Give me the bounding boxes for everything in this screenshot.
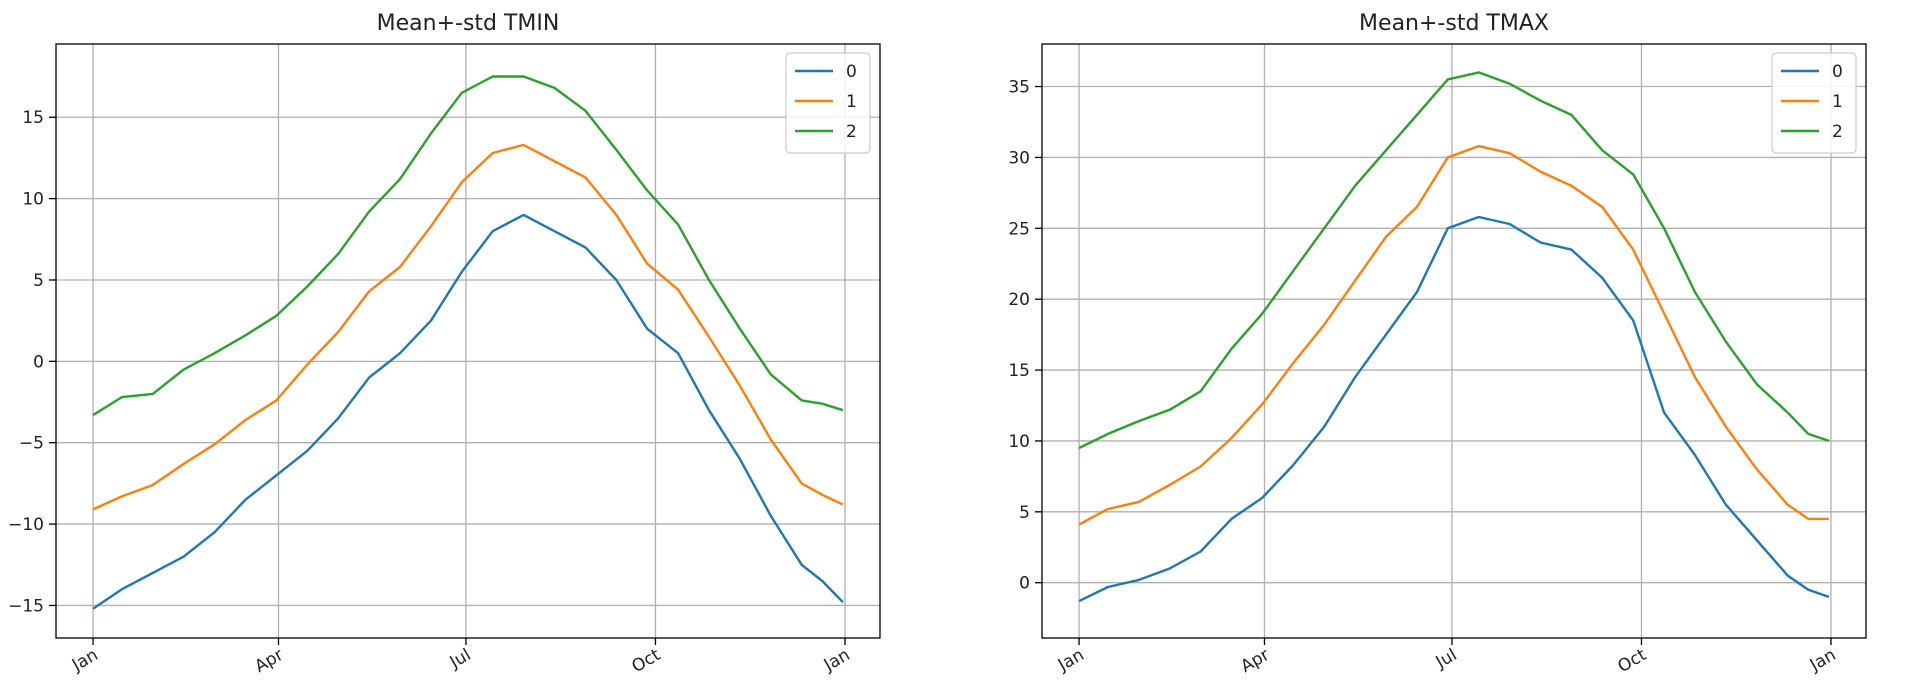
axes-frame [55, 43, 881, 639]
series-line-0 [92, 213, 844, 610]
legend-label-0: 0 [846, 62, 857, 82]
x-tick-label: Jul [1432, 645, 1461, 673]
y-tick-label: −5 [19, 434, 44, 454]
grid [56, 44, 880, 638]
legend-label-1: 1 [846, 92, 857, 112]
legend: 0 1 2 [785, 52, 871, 154]
x-tick-label: Jan [68, 645, 102, 676]
legend-label-2: 2 [1832, 122, 1843, 142]
y-tick-label: 5 [1019, 503, 1030, 523]
legend-label-1: 1 [1832, 92, 1843, 112]
axes-frame [1041, 43, 1867, 639]
x-tick-label: Apr [251, 645, 286, 677]
x-tick-label: Jan [820, 645, 854, 676]
y-tick-label: 25 [1008, 219, 1030, 239]
y-tick-label: 5 [33, 271, 44, 291]
grid [1042, 44, 1866, 638]
y-tick-label: 0 [1019, 574, 1030, 594]
legend-label-2: 2 [846, 122, 857, 142]
legend-label-0: 0 [1832, 62, 1843, 82]
legend-box [1771, 52, 1857, 154]
y-tick-label: 0 [33, 352, 44, 372]
chart-title: Mean+-std TMAX [1359, 11, 1549, 36]
y-tick-label: −10 [8, 515, 44, 535]
x-tick-label: Oct [1614, 645, 1650, 677]
legend: 0 1 2 [1771, 52, 1857, 154]
y-tick-label: 15 [22, 108, 44, 128]
series-line-2 [1078, 71, 1830, 450]
series-line-0 [1078, 215, 1830, 603]
y-tick-label: 30 [1008, 148, 1030, 168]
series-line-1 [1078, 144, 1829, 526]
legend-box [785, 52, 871, 154]
y-tick-label: −15 [8, 596, 44, 616]
x-tick-label: Apr [1237, 645, 1272, 677]
x-tick-label: Oct [628, 645, 664, 677]
y-tick-label: 10 [22, 190, 44, 210]
y-tick-label: 20 [1008, 290, 1030, 310]
series-line-2 [92, 75, 844, 417]
x-tick-label: Jan [1054, 645, 1088, 676]
series-line-1 [92, 143, 844, 511]
y-tick-label: 10 [1008, 432, 1030, 452]
y-tick-label: 35 [1008, 78, 1030, 98]
x-tick-label: Jul [446, 645, 475, 673]
x-tick-label: Jan [1806, 645, 1840, 676]
y-tick-label: 15 [1008, 361, 1030, 381]
chart-title: Mean+-std TMIN [377, 11, 560, 36]
